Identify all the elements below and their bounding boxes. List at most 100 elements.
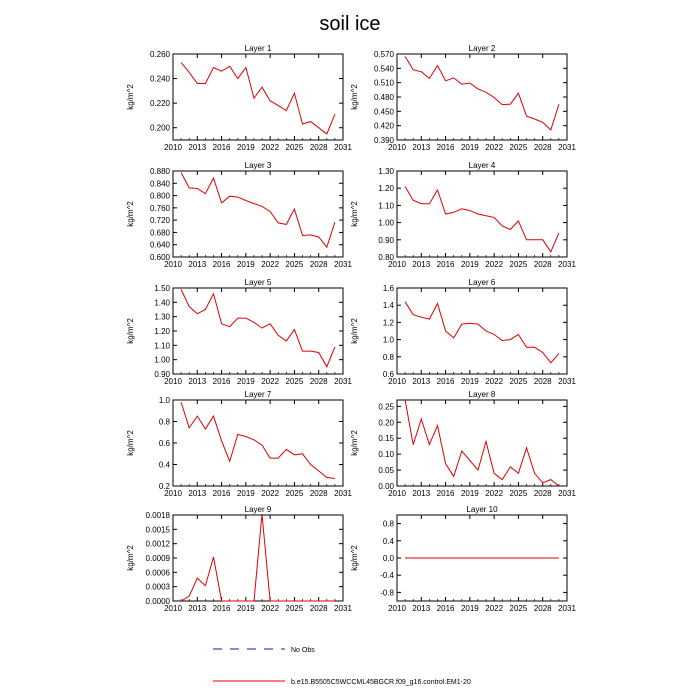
x-tick-label: 2022 [485, 604, 503, 613]
y-tick-label: 0.0009 [146, 554, 171, 563]
y-tick-label: 0.450 [374, 107, 395, 116]
y-tick-label: 0.0003 [146, 583, 171, 592]
series-line [404, 399, 560, 487]
x-tick-label: 2013 [412, 143, 430, 152]
x-tick-label: 2016 [437, 489, 455, 498]
x-tick-label: 2013 [188, 143, 206, 152]
panel-title: Layer 9 [245, 505, 272, 514]
y-tick-label: 1.0 [383, 336, 395, 345]
x-tick-label: 2025 [286, 489, 304, 498]
x-tick-label: 2013 [188, 260, 206, 269]
x-tick-label: 2028 [310, 377, 328, 386]
y-axis-label: kg/m^2 [350, 318, 359, 344]
y-tick-label: 0.90 [378, 236, 394, 245]
panel-layer-6: Layer 6 kg/m^2 2010 2013 2016 2019 2022 2025 202… [350, 278, 576, 386]
panel-title: Layer 7 [245, 390, 272, 399]
series-line [404, 301, 560, 364]
x-tick-label: 2025 [510, 143, 528, 152]
panel-layer-3: Layer 3 kg/m^2 2010 2013 2016 2019 2022 2025 202… [126, 161, 352, 269]
x-tick-label: 2022 [261, 143, 279, 152]
y-tick-label: 0.260 [150, 50, 171, 59]
y-tick-label: 0.6 [159, 439, 171, 448]
panel-title: Layer 6 [469, 278, 496, 287]
y-tick-label: 0.25 [378, 402, 394, 411]
y-tick-label: 1.0 [159, 396, 171, 405]
x-tick-label: 2013 [412, 604, 430, 613]
x-tick-label: 2016 [213, 604, 231, 613]
series-line [404, 56, 560, 131]
x-tick-label: 2031 [334, 489, 352, 498]
y-tick-label: 0.760 [150, 204, 171, 213]
x-tick-label: 2025 [286, 604, 304, 613]
legend-model-label: b.e15.B5505C5WCCML45BGCR.f09_g16.control… [291, 679, 471, 686]
x-tick-label: 2019 [237, 489, 255, 498]
panel-title: Layer 2 [469, 44, 496, 53]
y-axis-label: kg/m^2 [126, 318, 135, 344]
y-tick-label: 0.600 [150, 253, 171, 262]
x-tick-label: 2022 [485, 260, 503, 269]
x-tick-label: 2022 [485, 377, 503, 386]
plot-frame [172, 170, 344, 258]
series-line [180, 62, 336, 135]
legend-obs-label: No Obs [291, 647, 315, 654]
x-tick-label: 2025 [510, 489, 528, 498]
panel-layer-2: Layer 2 kg/m^2 2010 2013 2016 2019 2022 2025 202… [350, 44, 576, 152]
x-tick-label: 2019 [237, 604, 255, 613]
x-tick-label: 2028 [534, 489, 552, 498]
x-tick-label: 2019 [237, 260, 255, 269]
y-tick-label: 0.8 [159, 418, 171, 427]
y-tick-label: 0.4 [383, 537, 395, 546]
y-tick-label: 0.200 [150, 124, 171, 133]
y-axis-label: kg/m^2 [126, 545, 135, 571]
y-tick-label: 1.50 [154, 284, 170, 293]
x-tick-label: 2019 [461, 489, 479, 498]
panel-layer-7: Layer 7 kg/m^2 2010 2013 2016 2019 2022 2025 202… [126, 390, 352, 498]
y-tick-label: 1.6 [383, 284, 395, 293]
y-tick-label: 1.30 [154, 313, 170, 322]
panel-title: Layer 1 [245, 44, 272, 53]
x-tick-label: 2028 [310, 260, 328, 269]
y-tick-label: 1.20 [154, 327, 170, 336]
x-tick-label: 2010 [388, 604, 406, 613]
series-line [180, 172, 336, 249]
x-tick-label: 2022 [261, 489, 279, 498]
y-axis-label: kg/m^2 [126, 201, 135, 227]
panel-layer-8: Layer 8 kg/m^2 2010 2013 2016 2019 2022 2025 202… [350, 390, 576, 498]
y-tick-label: 0.8 [383, 353, 395, 362]
plot-frame [396, 170, 568, 258]
x-tick-label: 2019 [461, 143, 479, 152]
x-tick-label: 2010 [164, 143, 182, 152]
x-tick-label: 2031 [558, 377, 576, 386]
x-tick-label: 2028 [310, 143, 328, 152]
y-tick-label: 0.0018 [146, 511, 171, 520]
y-axis-label: kg/m^2 [350, 430, 359, 456]
y-tick-label: 0.0012 [146, 540, 171, 549]
x-tick-label: 2031 [558, 489, 576, 498]
x-tick-label: 2025 [510, 260, 528, 269]
x-tick-label: 2013 [188, 604, 206, 613]
x-tick-label: 2016 [213, 143, 231, 152]
plot-frame [396, 399, 568, 487]
y-tick-label: 1.30 [378, 167, 394, 176]
x-tick-label: 2013 [412, 489, 430, 498]
panel-title: Layer 5 [245, 278, 272, 287]
y-tick-label: 0.15 [378, 434, 394, 443]
x-tick-label: 2016 [213, 377, 231, 386]
panel-layer-4: Layer 4 kg/m^2 2010 2013 2016 2019 2022 2025 202… [350, 161, 576, 269]
y-tick-label: 0.8 [383, 520, 395, 529]
x-tick-label: 2019 [461, 260, 479, 269]
y-tick-label: 0.840 [150, 179, 171, 188]
panel-layer-9: Layer 9 kg/m^2 2010 2013 2016 2019 2022 2025 202… [126, 505, 352, 613]
x-tick-label: 2031 [334, 604, 352, 613]
y-tick-label: 0.80 [378, 253, 394, 262]
series-line [404, 186, 560, 253]
x-tick-label: 2025 [286, 377, 304, 386]
y-tick-label: 1.10 [378, 201, 394, 210]
x-tick-label: 2016 [437, 377, 455, 386]
y-axis-label: kg/m^2 [350, 201, 359, 227]
y-tick-label: 0.240 [150, 75, 171, 84]
plot-frame [396, 287, 568, 375]
x-tick-label: 2010 [164, 260, 182, 269]
y-tick-label: 0.570 [374, 50, 395, 59]
